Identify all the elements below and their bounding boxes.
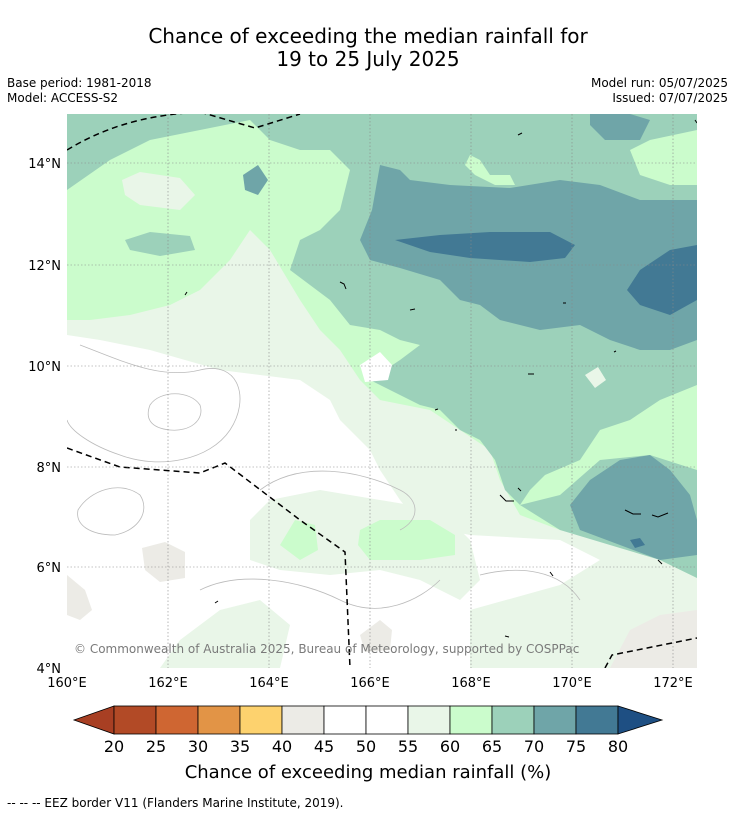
map-area: © Commonwealth of Australia 2025, Bureau… (67, 114, 697, 668)
contour-75-80 (395, 232, 575, 262)
lon-labels: 160°E 162°E 164°E 166°E 168°E 170°E 172°… (47, 676, 693, 691)
meta-right: Model run: 05/07/2025 Issued: 07/07/2025 (591, 76, 728, 106)
colorbar-tick-label: 70 (524, 737, 544, 756)
lat-label: 12°N (28, 259, 61, 274)
contour-lines (67, 344, 581, 609)
map-title-line2: 19 to 25 July 2025 (276, 47, 460, 71)
colorbar-bin (239, 705, 283, 735)
contour-60-65-ne (630, 130, 697, 185)
lat-labels: 14°N 12°N 10°N 8°N 6°N 4°N (28, 157, 61, 677)
contour-60-65-blob1 (280, 520, 318, 560)
colorbar-tick-label: 20 (104, 737, 124, 756)
lon-label: 160°E (47, 676, 87, 691)
lat-label: 4°N (37, 662, 62, 677)
colorbar-bin (197, 705, 241, 735)
colorbar-bin (533, 705, 577, 735)
colorbar-tick-label: 25 (146, 737, 166, 756)
lon-label: 164°E (249, 676, 289, 691)
contour-40-45-se (610, 610, 697, 668)
lat-label: 8°N (37, 461, 62, 476)
lon-label: 168°E (451, 676, 491, 691)
colorbar-bin (449, 705, 493, 735)
colorbar-bin (281, 705, 325, 735)
colorbar-bin (365, 705, 409, 735)
eez-borders (67, 114, 697, 668)
copyright-text: © Commonwealth of Australia 2025, Bureau… (74, 642, 579, 656)
contour-40-45-s2 (360, 620, 392, 652)
contour-40-45-s1 (142, 542, 185, 582)
map-title-line1: Chance of exceeding the median rainfall … (148, 24, 588, 48)
model-run: Model run: 05/07/2025 (590, 76, 728, 90)
colorbar-tick-label: 55 (398, 737, 418, 756)
colorbar-bin (407, 705, 451, 735)
contour-40-45-sw (67, 575, 92, 620)
colorbar-tick-label: 35 (230, 737, 250, 756)
contour-75-80-e (627, 245, 697, 315)
contour-55-60-small2 (585, 367, 606, 388)
colorbar-tick-label: 60 (440, 737, 460, 756)
lat-label: 10°N (28, 360, 61, 375)
colorbar-tick-label: 75 (566, 737, 586, 756)
colorbar-bin (323, 705, 367, 735)
colorbar-tick-label: 45 (314, 737, 334, 756)
colorbar-title: Chance of exceeding median rainfall (%) (184, 762, 552, 783)
colorbar-bin (155, 705, 199, 735)
contour-70-75-ne (590, 114, 650, 140)
lon-label: 172°E (653, 676, 693, 691)
colorbar-tick-label: 80 (608, 737, 628, 756)
contour-75-80-s (630, 538, 645, 548)
colorbar-tick-label: 50 (356, 737, 376, 756)
meta-left: Base period: 1981-2018 Model: ACCESS-S2 (7, 76, 152, 106)
lon-label: 166°E (350, 676, 390, 691)
contour-60-65-blob2 (358, 520, 455, 560)
graticule (67, 114, 697, 668)
colorbar-tick-label: 30 (188, 737, 208, 756)
contour-70-75-nw (243, 165, 268, 195)
colorbar-bin (491, 705, 535, 735)
lon-label: 162°E (148, 676, 188, 691)
colorbar-tick-label: 65 (482, 737, 502, 756)
islands (184, 119, 697, 638)
base-period: Base period: 1981-2018 (7, 76, 152, 90)
colorbar: 20 25 30 35 40 45 50 55 60 65 70 75 80 (72, 705, 664, 756)
colorbar-bin (113, 705, 157, 735)
model-name: Model: ACCESS-S2 (7, 91, 119, 105)
contour-55-60-nw (122, 172, 195, 210)
lat-label: 14°N (28, 157, 61, 172)
contour-65-70-sw (125, 232, 195, 256)
colorbar-tick-label: 40 (272, 737, 292, 756)
colorbar-extend-low (72, 705, 115, 735)
colorbar-extend-high (617, 705, 664, 735)
contour-55-60-small (360, 352, 392, 382)
contour-70-75-s (570, 455, 697, 560)
lon-label: 170°E (552, 676, 592, 691)
colorbar-bin (575, 705, 619, 735)
footer-legend: -- -- -- EEZ border V11 (Flanders Marine… (7, 796, 344, 810)
lat-label: 6°N (37, 561, 62, 576)
contour-60-65-inner (465, 155, 515, 185)
contour-55-60-sw (160, 600, 290, 668)
issued-date: Issued: 07/07/2025 (612, 91, 728, 105)
